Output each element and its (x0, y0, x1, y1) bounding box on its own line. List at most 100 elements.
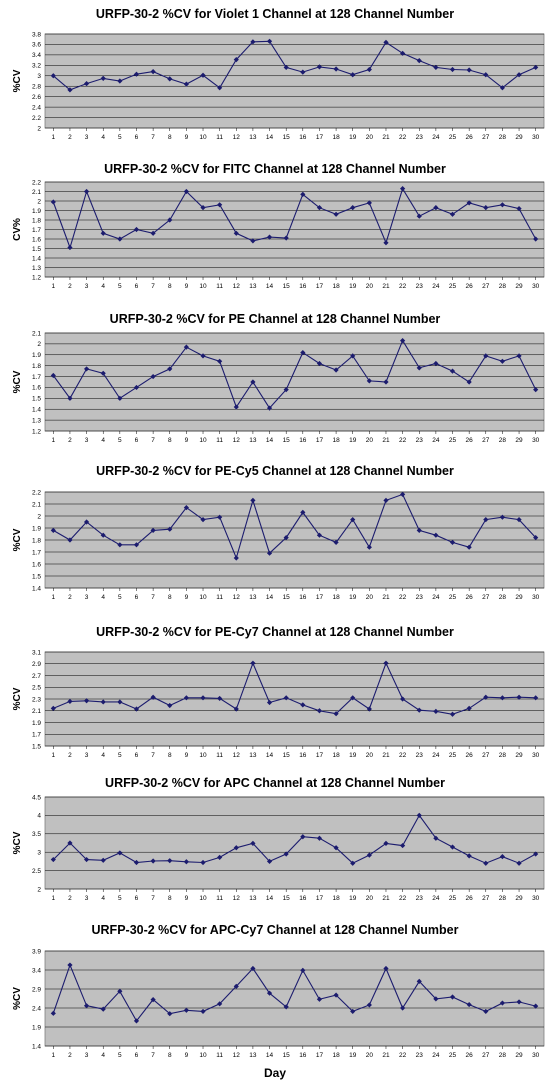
y-tick-label: 1.7 (32, 227, 41, 234)
x-tick-label: 10 (199, 1052, 207, 1059)
data-point (67, 537, 73, 543)
x-tick-label: 27 (482, 752, 490, 759)
x-tick-label: 17 (316, 594, 324, 601)
data-point (416, 527, 422, 533)
data-point (499, 514, 506, 520)
x-tick-label: 11 (216, 437, 223, 444)
x-tick-label: 18 (332, 594, 340, 601)
x-tick-label: 26 (466, 437, 474, 444)
y-tick-label: 2.4 (32, 1005, 41, 1012)
data-point (383, 660, 389, 666)
data-point (483, 1008, 489, 1015)
data-point (300, 350, 306, 356)
x-tick-label: 5 (118, 752, 122, 759)
data-point (117, 542, 123, 548)
x-tick-label: 12 (233, 1052, 241, 1059)
data-point (200, 695, 206, 701)
data-point (200, 205, 206, 211)
x-tick-label: 16 (299, 283, 307, 290)
y-tick-label: 1.5 (32, 246, 41, 253)
x-tick-label: 11 (216, 594, 223, 601)
data-point (316, 532, 323, 538)
data-point (117, 850, 123, 856)
x-tick-label: 16 (299, 752, 307, 759)
x-tick-label: 21 (382, 283, 390, 290)
data-point (366, 852, 372, 858)
data-point (499, 1000, 506, 1006)
data-point (250, 497, 256, 503)
x-tick-label: 2 (68, 895, 72, 902)
chart-title: URFP-30-2 %CV for APC Channel at 128 Cha… (105, 776, 445, 790)
data-point (333, 992, 339, 998)
x-tick-label: 16 (299, 895, 307, 902)
data-point (200, 72, 206, 78)
data-point (50, 199, 56, 205)
data-point (533, 236, 539, 242)
x-tick-label: 1 (52, 895, 56, 902)
data-point (167, 702, 173, 709)
x-tick-label: 11 (216, 134, 223, 141)
x-tick-label: 3 (85, 437, 89, 444)
data-point (100, 230, 106, 236)
x-tick-label: 20 (366, 752, 374, 759)
x-tick-label: 27 (482, 1052, 490, 1059)
data-point (383, 965, 389, 972)
y-tick-label: 2.1 (32, 501, 41, 508)
data-point (449, 66, 456, 73)
x-tick-label: 17 (316, 752, 324, 759)
x-tick-label: 9 (185, 283, 189, 290)
y-tick-label: 1.9 (32, 208, 41, 215)
data-point (383, 39, 389, 45)
x-tick-label: 28 (499, 1052, 507, 1059)
y-tick-label: 1.4 (32, 255, 41, 262)
chart-panel-4: URFP-30-2 %CV for PE-Cy5 Channel at 128 … (12, 464, 545, 601)
y-tick-label: 1.9 (32, 525, 41, 532)
data-point (316, 64, 323, 70)
data-point (167, 76, 173, 82)
y-tick-label: 1.6 (32, 385, 41, 392)
data-point (266, 38, 273, 44)
x-tick-label: 13 (249, 752, 257, 759)
x-tick-label: 7 (151, 283, 155, 290)
series-line (52, 814, 536, 864)
chart-title: URFP-30-2 %CV for Violet 1 Channel at 12… (96, 7, 454, 21)
data-point (516, 206, 522, 212)
x-tick-label: 18 (332, 437, 340, 444)
x-tick-label: 8 (168, 1052, 172, 1059)
y-tick-label: 2 (37, 341, 41, 348)
data-point (516, 999, 522, 1005)
y-tick-label: 2.2 (32, 489, 41, 496)
x-tick-label: 29 (515, 283, 523, 290)
x-tick-label: 7 (151, 437, 155, 444)
data-point (333, 539, 339, 545)
x-tick-label: 2 (68, 283, 72, 290)
y-tick-label: 2.5 (32, 868, 41, 875)
data-point (67, 395, 73, 401)
data-point (300, 509, 306, 515)
x-tick-label: 30 (532, 895, 540, 902)
x-tick-label: 3 (85, 752, 89, 759)
data-point (50, 73, 56, 79)
data-point (67, 962, 73, 968)
x-tick-label: 17 (316, 283, 324, 290)
x-tick-label: 15 (283, 283, 291, 290)
data-point (449, 539, 456, 545)
x-tick-label: 28 (499, 283, 507, 290)
data-point (217, 85, 223, 91)
x-tick-label: 26 (466, 283, 474, 290)
y-tick-label: 1.7 (32, 374, 41, 381)
data-point (233, 845, 239, 851)
x-tick-label: 20 (366, 283, 374, 290)
data-point (416, 812, 422, 818)
x-tick-label: 26 (466, 895, 474, 902)
data-point (167, 366, 173, 372)
y-tick-label: 1.8 (32, 217, 41, 224)
x-tick-label: 12 (233, 437, 241, 444)
data-point (83, 366, 90, 372)
data-point (516, 72, 522, 78)
y-tick-label: 3 (37, 850, 41, 857)
x-tick-label: 24 (432, 134, 440, 141)
x-tick-label: 25 (449, 752, 457, 759)
data-point (150, 694, 156, 700)
x-tick-label: 4 (101, 752, 105, 759)
